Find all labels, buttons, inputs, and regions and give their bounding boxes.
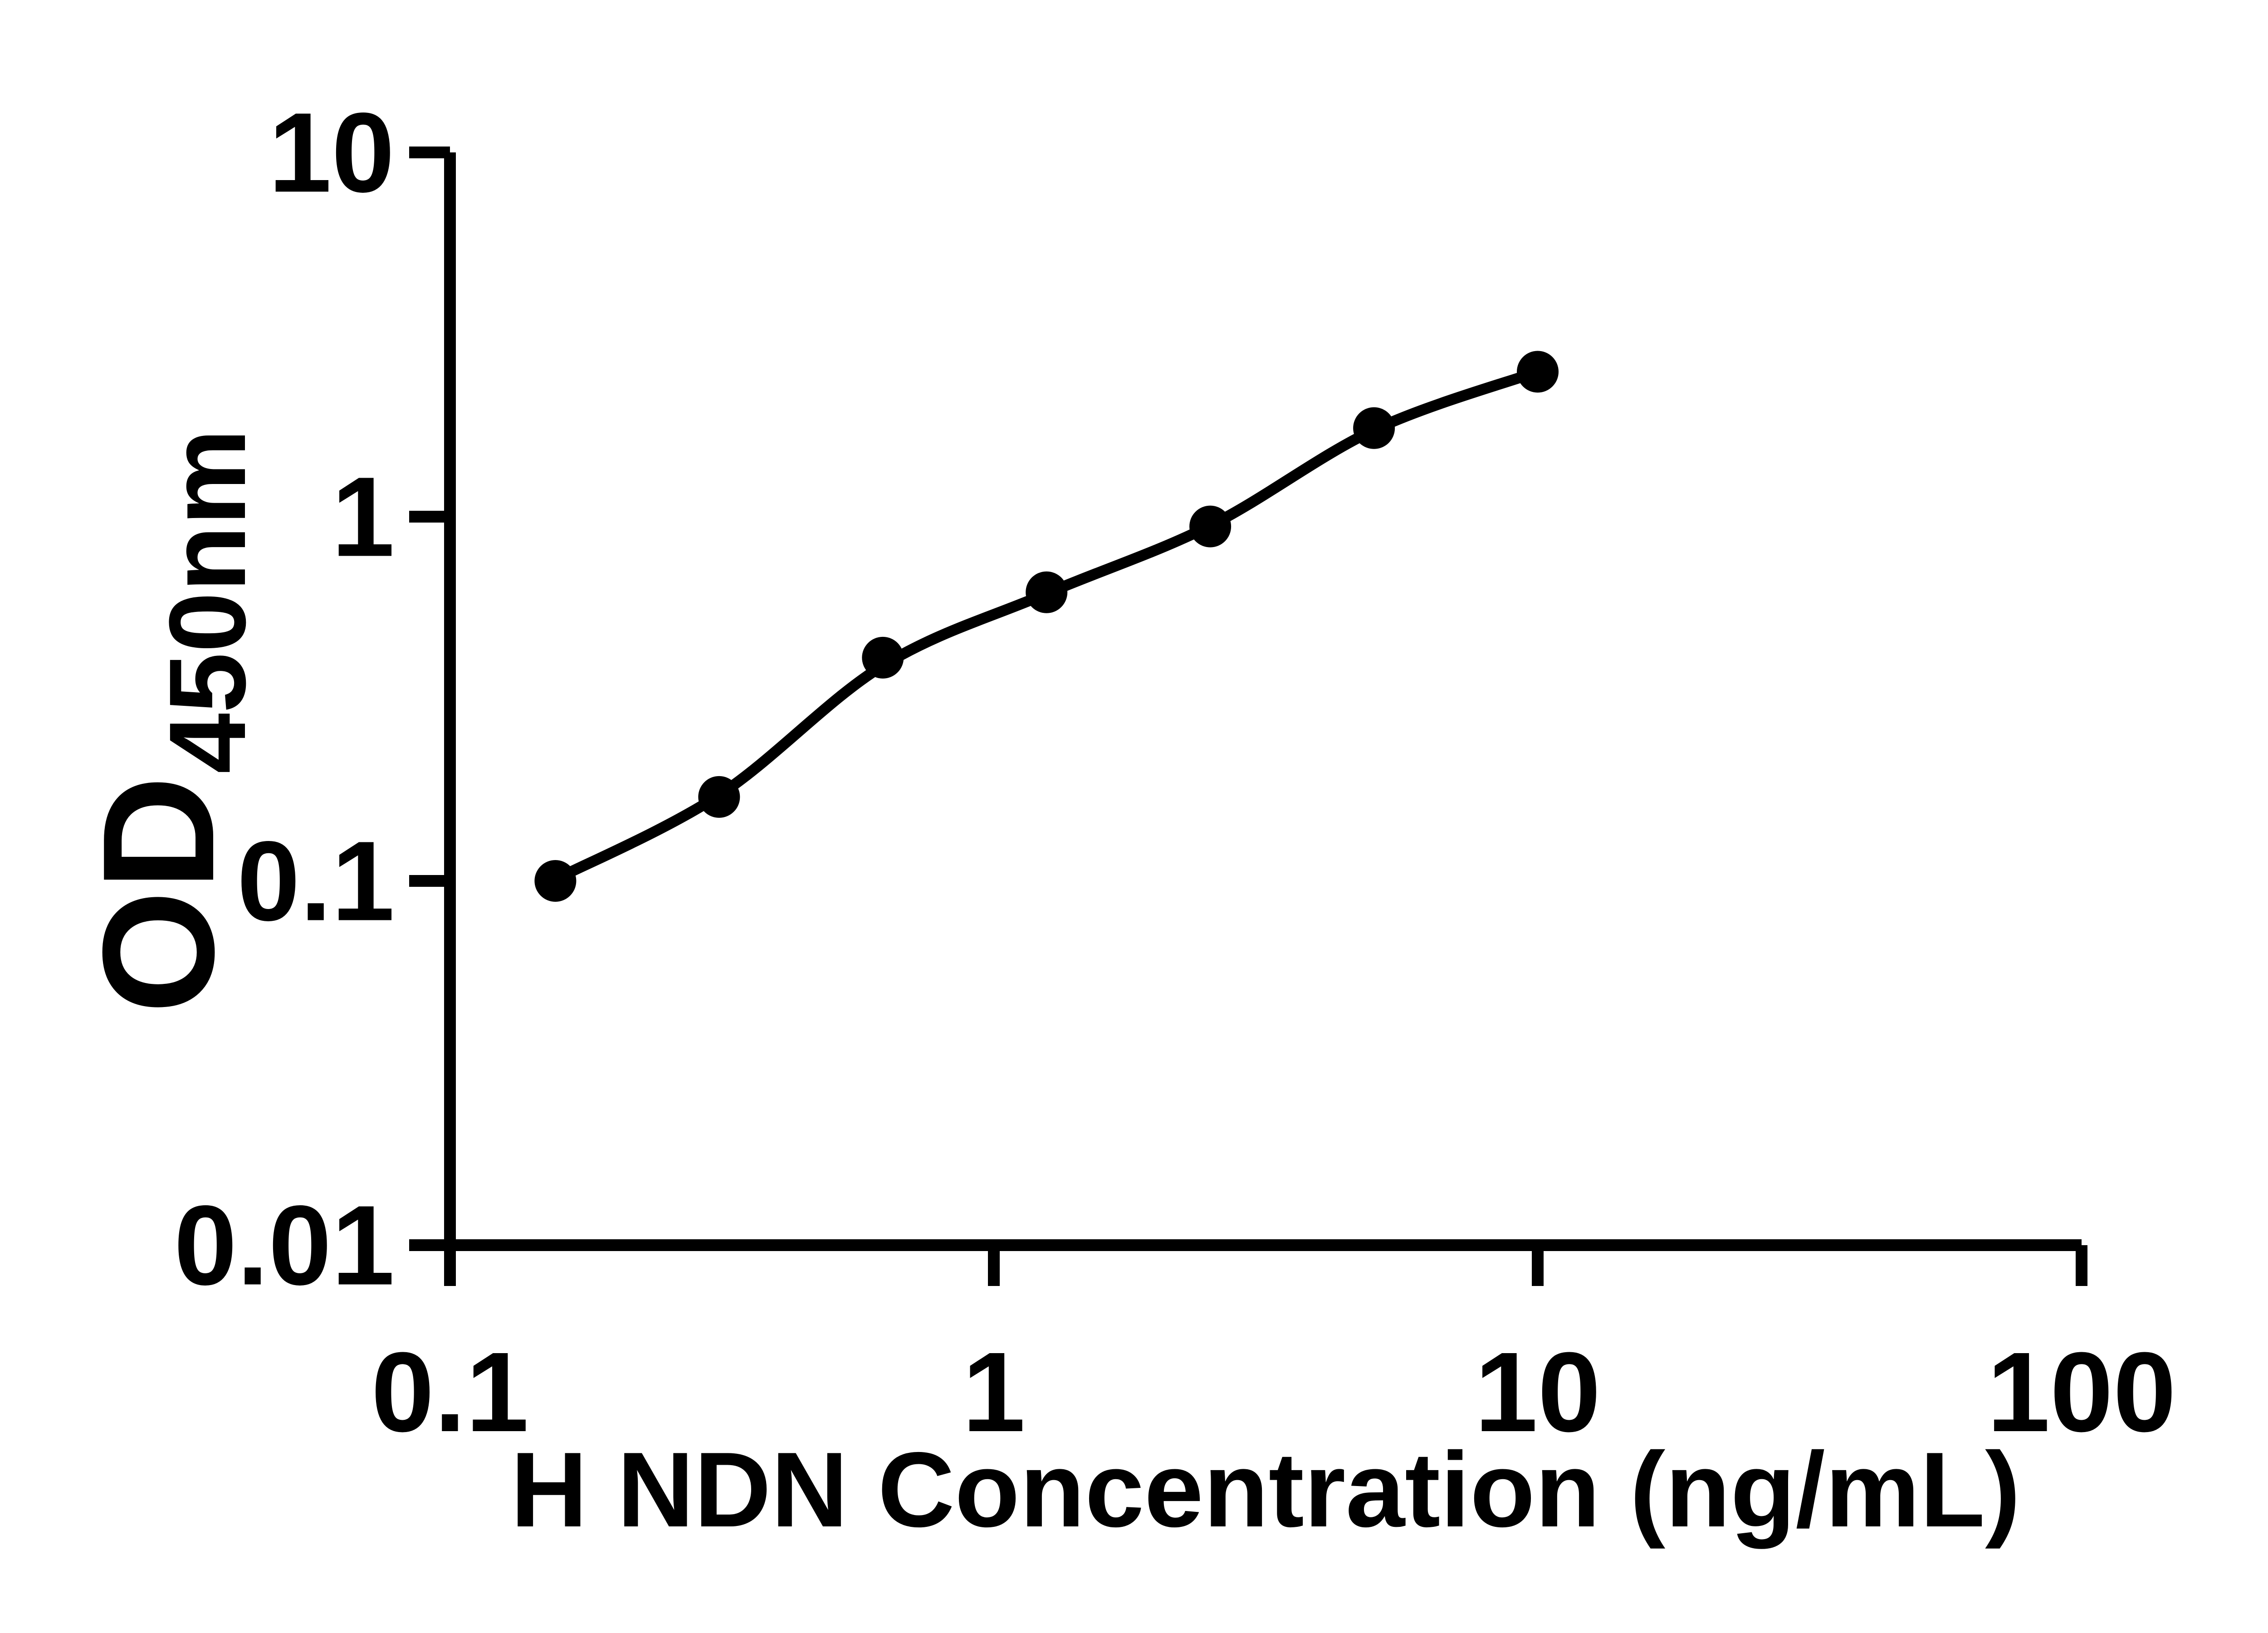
x-tick-label: 0.1 [371,1329,529,1455]
data-point-marker [1353,407,1395,449]
y-tick-label: 1 [332,454,395,580]
x-tick-label: 10 [1475,1329,1601,1455]
data-point-marker [1026,571,1068,613]
x-tick-label: 1 [962,1329,1025,1455]
y-axis-ticks: 10 1 0.1 0.01 [174,89,450,1309]
data-point-marker [862,636,904,679]
y-tick-label: 0.1 [237,818,395,944]
y-axis-title: OD 450nm [70,429,268,1014]
x-axis-ticks: 0.1 1 10 100 [371,1245,2176,1455]
x-tick-label: 100 [1987,1329,2176,1455]
y-axis-title-subscript: 450nm [147,429,268,773]
data-point-marker [1189,505,1232,548]
data-points [534,351,1559,902]
data-point-marker [698,776,740,818]
y-tick-label: 0.01 [174,1182,395,1309]
x-axis-title: H NDN Concentration (ng/mL) [511,1430,2021,1549]
y-axis-title-main: OD [70,776,247,1014]
data-point-marker [534,860,577,902]
data-point-marker [1517,351,1559,393]
y-tick-label: 10 [269,89,395,216]
